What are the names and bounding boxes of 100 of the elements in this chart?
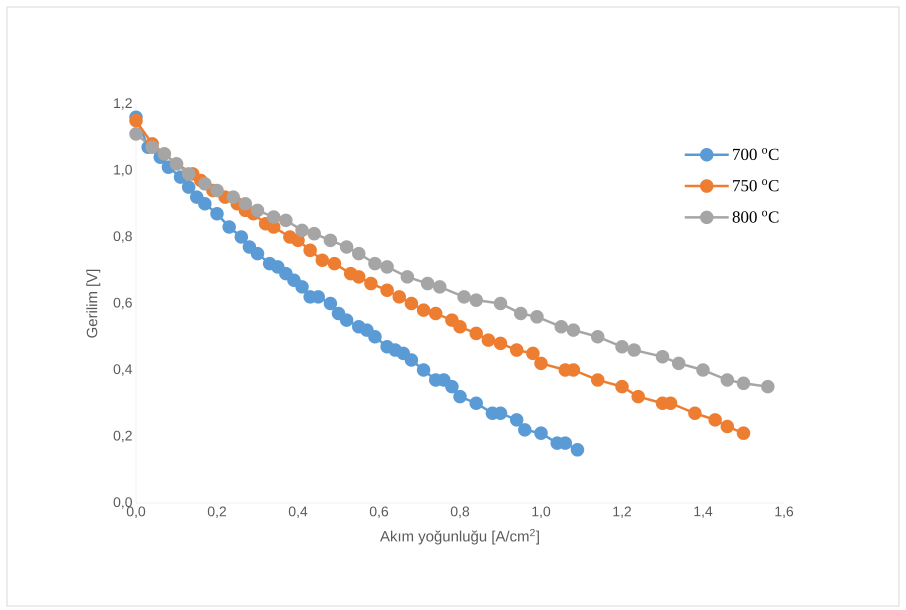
point	[514, 306, 528, 320]
point	[708, 413, 722, 427]
point	[307, 226, 321, 240]
x-tick-label: 1,0	[532, 506, 550, 518]
point	[736, 426, 750, 440]
x-axis-title: Akım yoğunluğu [A/cm$^{2}$]	[380, 528, 539, 544]
point	[291, 234, 305, 248]
legend-label: 800 $^{o}$C	[732, 210, 778, 223]
point	[566, 323, 580, 337]
point	[392, 290, 406, 304]
point	[469, 396, 483, 410]
point	[416, 303, 430, 317]
point	[279, 214, 293, 228]
point	[360, 323, 374, 337]
point	[469, 293, 483, 307]
point	[368, 256, 382, 270]
point	[182, 167, 196, 181]
point	[198, 177, 212, 191]
point	[340, 313, 354, 327]
point	[190, 190, 204, 204]
point	[295, 224, 309, 238]
point	[736, 376, 750, 390]
point	[416, 363, 430, 377]
point	[328, 256, 342, 270]
point	[554, 320, 568, 334]
point	[129, 127, 143, 141]
point	[222, 220, 236, 234]
point	[266, 210, 280, 224]
y-tick-label: 1,2	[114, 98, 132, 110]
point	[324, 296, 338, 310]
point	[510, 413, 524, 427]
point	[445, 380, 459, 394]
point	[404, 296, 418, 310]
point	[352, 270, 366, 284]
y-tick-label: 1,0	[114, 164, 132, 176]
point	[368, 330, 382, 344]
y-tick-label: 0,4	[114, 364, 132, 376]
point	[182, 180, 196, 194]
point	[279, 266, 293, 280]
legend-label: 700 $^{o}$C	[733, 148, 778, 160]
point	[332, 306, 346, 320]
point	[242, 240, 256, 254]
point	[615, 340, 629, 354]
point	[761, 380, 775, 394]
point	[129, 114, 143, 128]
y-tick-label: 0,8	[114, 231, 132, 243]
point	[453, 390, 467, 404]
x-tick-label: 0,8	[450, 506, 470, 518]
point	[380, 283, 394, 297]
point	[494, 336, 508, 350]
point	[226, 190, 240, 204]
point	[631, 390, 645, 404]
x-tick-label: 0,6	[370, 506, 388, 518]
x-tick-label: 1,6	[775, 506, 794, 518]
point	[238, 196, 252, 210]
point	[453, 320, 467, 334]
y-axis-title: Gerilim [V]	[86, 270, 100, 338]
point	[530, 310, 544, 324]
point	[316, 254, 330, 268]
point	[428, 306, 442, 320]
x-tick-label: 1,4	[694, 506, 712, 518]
point	[526, 346, 540, 360]
point	[457, 290, 471, 304]
point	[433, 280, 447, 294]
point	[590, 373, 604, 387]
point	[210, 206, 224, 220]
y-tick-label: 0,0	[114, 497, 132, 509]
x-tick-label: 1,2	[613, 506, 632, 518]
point	[420, 276, 434, 290]
x-tick-label: 0,4	[288, 506, 308, 518]
point	[534, 426, 548, 440]
point	[400, 270, 414, 284]
point	[198, 196, 212, 210]
point	[570, 443, 584, 457]
point	[324, 234, 338, 248]
point	[295, 280, 309, 294]
point	[250, 246, 264, 260]
point	[615, 380, 629, 394]
x-tick-label: 0,2	[208, 506, 226, 518]
point	[469, 326, 483, 340]
point	[271, 260, 285, 274]
point	[696, 363, 710, 377]
point	[720, 420, 734, 434]
point	[518, 423, 532, 437]
point	[364, 276, 378, 290]
point	[287, 273, 301, 287]
point	[510, 343, 524, 357]
point	[656, 350, 670, 364]
point	[534, 356, 548, 370]
point	[250, 204, 264, 218]
legend-label: 750 $^{o}$C	[733, 179, 778, 192]
point	[590, 330, 604, 344]
point	[145, 140, 159, 154]
point	[672, 356, 686, 370]
point	[688, 406, 702, 420]
y-tick-label: 0,6	[114, 298, 132, 310]
point	[627, 343, 641, 357]
point	[380, 260, 394, 274]
point	[340, 240, 354, 254]
point	[210, 184, 224, 198]
